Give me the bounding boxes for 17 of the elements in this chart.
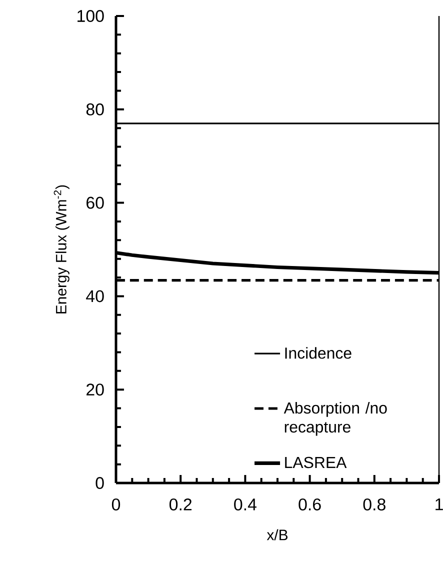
legend-label: Incidence	[285, 347, 352, 359]
x-tick-label: 0.2	[169, 498, 192, 510]
y-tick-label: 60	[86, 196, 104, 209]
y-tick-label: 40	[86, 290, 104, 302]
x-tick-label: 0.6	[298, 498, 321, 510]
y-tick-label: 80	[86, 103, 104, 116]
x-tick-label: 0.4	[234, 498, 256, 510]
legend-label: LASREA	[285, 456, 347, 468]
y-tick-label: 100	[78, 10, 104, 22]
y-tick-label: 0	[96, 477, 104, 489]
x-tick-label: 1	[436, 498, 443, 510]
x-axis-title: x/B	[266, 529, 288, 540]
x-tick-label: 0.8	[363, 498, 386, 510]
legend-label: Absorption /no recapture	[284, 402, 387, 436]
y-axis-title: Energy Flux (Wm$^{-2}$)	[54, 185, 70, 314]
y-tick-label: 20	[86, 384, 104, 396]
x-tick-label: 0	[112, 498, 120, 510]
